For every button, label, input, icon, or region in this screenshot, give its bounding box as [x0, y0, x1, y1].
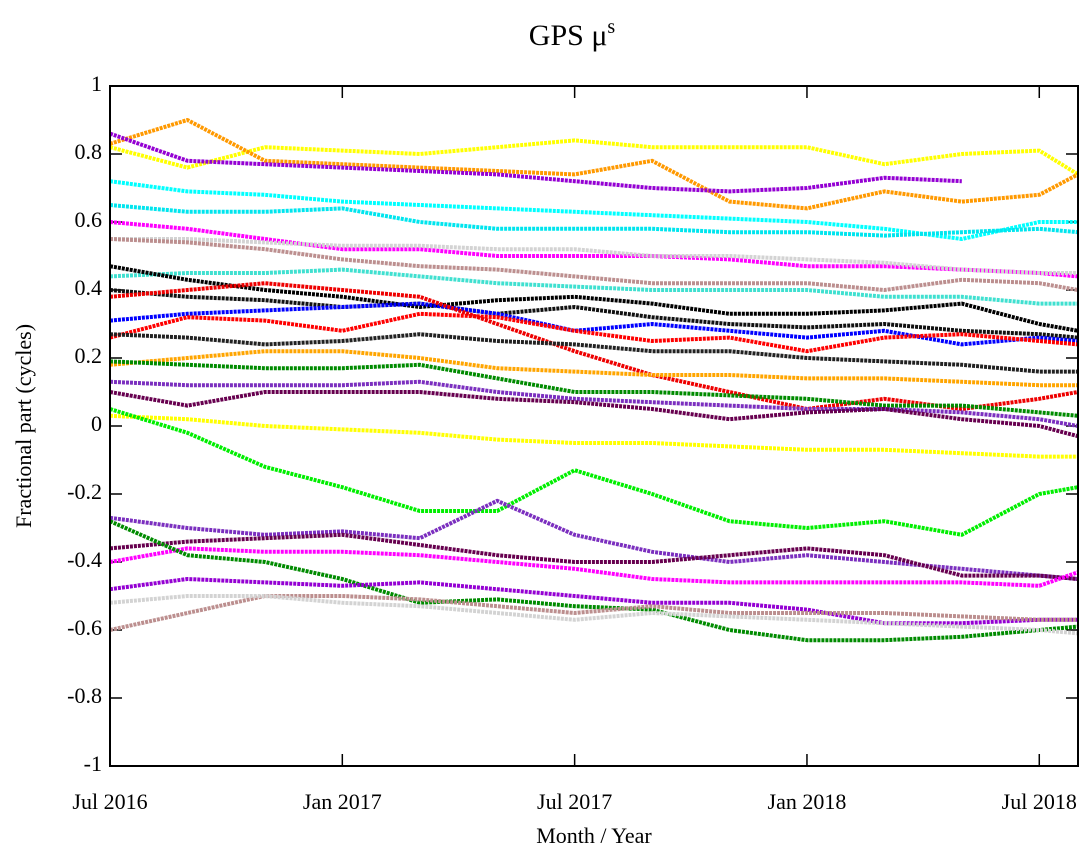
series-line — [109, 407, 1079, 537]
y-tick-label: 0.2 — [75, 343, 103, 368]
plot-frame — [109, 85, 1079, 767]
title-superscript: s — [607, 16, 615, 38]
y-tick-label: 0.4 — [75, 275, 103, 300]
series-line — [109, 546, 1079, 588]
series-line — [109, 413, 1078, 459]
y-tick-label: 1 — [91, 71, 102, 96]
series-line — [109, 498, 1079, 581]
series-line — [109, 390, 1079, 439]
series-line — [109, 179, 1078, 241]
series-line — [109, 594, 1079, 636]
x-tick-label: Jul 2018 — [1002, 789, 1077, 814]
series-line — [109, 301, 1079, 347]
y-tick-label: -0.6 — [67, 615, 102, 640]
series-line — [109, 577, 1078, 626]
series-line — [109, 532, 1079, 581]
x-tick-label: Jul 2017 — [537, 789, 612, 814]
series-line — [109, 267, 1078, 306]
series-line — [109, 288, 1079, 340]
series-line — [109, 264, 1079, 333]
series-line — [109, 203, 1079, 238]
x-axis-label: Month / Year — [536, 823, 652, 848]
y-tick-label: 0.8 — [75, 139, 103, 164]
x-tick-label: Jul 2016 — [72, 789, 147, 814]
x-tick-label: Jan 2018 — [768, 789, 847, 814]
y-tick-label: -0.8 — [67, 683, 102, 708]
series-line — [109, 311, 1079, 354]
chart-title: GPS μs — [529, 16, 616, 52]
series-line — [109, 359, 1079, 418]
y-axis-label: Fractional part (cycles) — [11, 324, 36, 528]
series-line — [109, 138, 1080, 177]
y-tick-label: -0.2 — [67, 479, 102, 504]
title-main: GPS μ — [529, 19, 608, 52]
y-tick-label: 0 — [91, 411, 102, 436]
series-line — [109, 237, 1079, 292]
x-tick-label: Jan 2017 — [303, 789, 382, 814]
series-line — [109, 332, 1078, 374]
series-line — [109, 220, 1079, 279]
series-line — [109, 379, 1079, 428]
series-line — [109, 118, 1079, 211]
y-tick-label: 0.6 — [75, 207, 103, 232]
y-tick-label: -0.4 — [67, 547, 102, 572]
series-line — [109, 349, 1078, 388]
y-tick-label: -1 — [84, 751, 102, 776]
series-line — [109, 131, 962, 194]
